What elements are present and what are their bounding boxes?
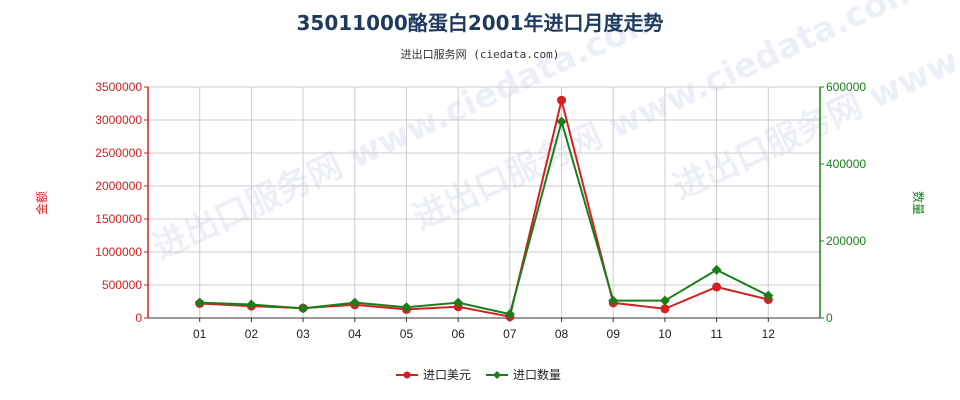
legend-label: 进口数量 — [513, 367, 561, 382]
data-point-series-2 — [246, 299, 257, 310]
y-tick-right-label: 0 — [826, 311, 833, 325]
x-tick-label: 08 — [555, 327, 569, 341]
x-tick-label: 03 — [296, 327, 310, 341]
y-tick-left-label: 1000000 — [95, 245, 142, 259]
data-point-series-1 — [660, 304, 670, 314]
x-tick-label: 04 — [348, 327, 362, 341]
legend-label: 进口美元 — [423, 368, 471, 382]
y-tick-left-label: 3500000 — [95, 80, 142, 94]
y-tick-right-label: 200000 — [826, 234, 866, 248]
series-line-2 — [199, 117, 769, 316]
y-axis-right-label: 数量 — [911, 191, 926, 215]
y-tick-right-label: 600000 — [826, 80, 866, 94]
x-tick-label: 09 — [607, 327, 621, 341]
x-tick-label: 12 — [762, 327, 776, 341]
y-axis-left-label: 金额 — [34, 191, 49, 215]
legend-swatch-marker — [403, 371, 411, 379]
y-tick-left-label: 500000 — [102, 278, 142, 292]
chart-subtitle: 进出口服务网 (ciedata.com) — [401, 47, 560, 61]
data-point-series-2 — [298, 303, 309, 314]
data-point-series-2 — [608, 295, 619, 306]
data-point-series-2 — [763, 290, 774, 301]
series — [194, 95, 774, 322]
y-tick-left-label: 0 — [135, 311, 142, 325]
legend-swatch-marker — [493, 371, 501, 379]
legend: 进口美元 进口数量 — [396, 367, 561, 382]
data-point-series-2 — [349, 297, 360, 308]
x-tick-label: 02 — [245, 327, 259, 341]
data-point-series-2 — [556, 116, 567, 127]
y-tick-right-label: 400000 — [826, 157, 866, 171]
data-point-series-2 — [659, 295, 670, 306]
x-tick-label: 07 — [503, 327, 517, 341]
y-tick-left-label: 1500000 — [95, 212, 142, 226]
x-tick-label: 01 — [193, 327, 207, 341]
y-tick-left-label: 2000000 — [95, 179, 142, 193]
x-tick-label: 10 — [658, 327, 672, 341]
x-tick-label: 05 — [400, 327, 414, 341]
data-point-series-1 — [712, 282, 722, 292]
data-point-series-2 — [504, 309, 515, 320]
data-point-series-2 — [453, 297, 464, 308]
y-tick-left-label: 2500000 — [95, 146, 142, 160]
x-tick-label: 11 — [710, 327, 723, 341]
x-tick-label: 06 — [451, 327, 465, 341]
y-tick-left-label: 3000000 — [95, 113, 142, 127]
chart-title: 35011000酪蛋白2001年进口月度走势 — [297, 11, 664, 35]
data-point-series-2 — [711, 264, 722, 275]
data-point-series-2 — [194, 297, 205, 308]
data-point-series-1 — [557, 95, 567, 105]
data-point-series-2 — [401, 302, 412, 313]
axes: 0500000100000015000002000000250000030000… — [95, 80, 866, 341]
